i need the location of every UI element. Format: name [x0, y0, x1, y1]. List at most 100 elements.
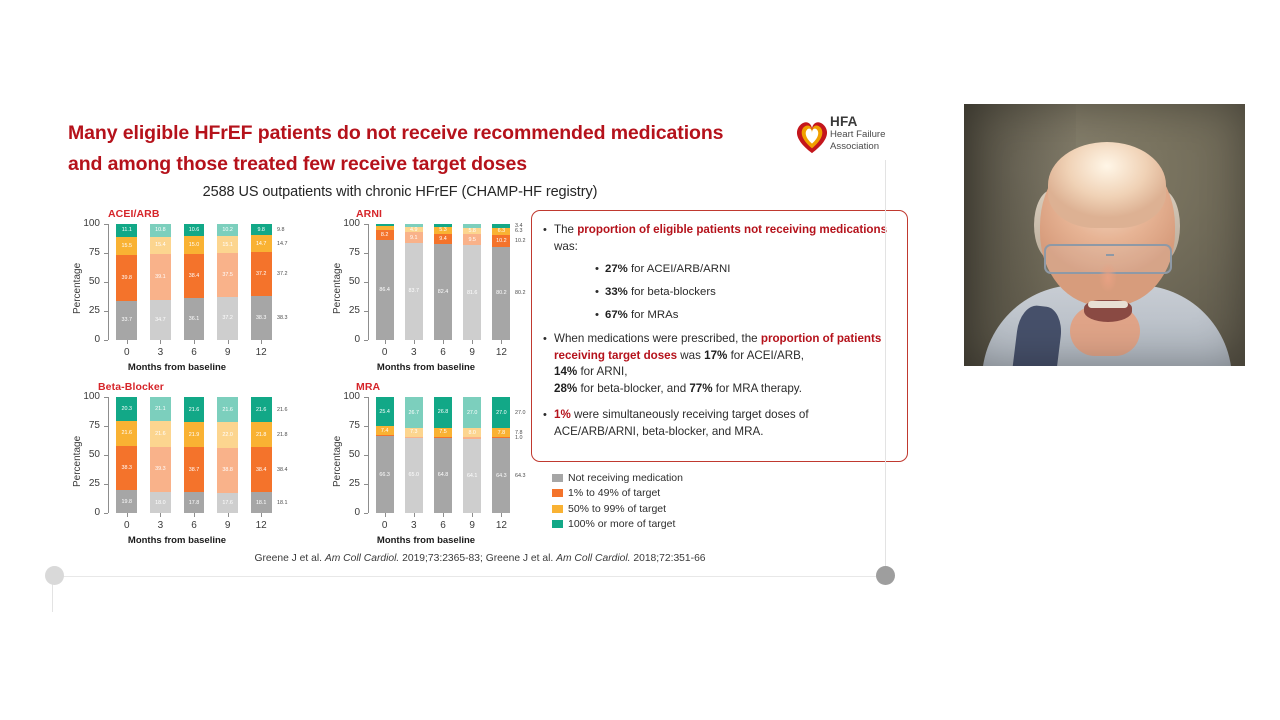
bar-highlight-overlay: [463, 224, 482, 340]
x-tick-mark: [413, 513, 415, 517]
x-tick-mra-9: 9: [469, 520, 475, 531]
chart-title-mra: MRA: [356, 381, 381, 393]
bar-value-label: 37.2: [255, 270, 267, 277]
bar-value-label: 21.6: [255, 406, 267, 413]
chart-legend: Not receiving medication 1% to 49% of ta…: [552, 470, 683, 532]
bar-mra-0: 66.3 7.4 25.4: [375, 397, 394, 513]
y-tick-mark: [364, 224, 368, 225]
bar-segment: [375, 224, 394, 226]
bar-outside-value-label: 10.2: [515, 238, 526, 245]
bar-segment: [116, 397, 138, 421]
callout-sub-bullet-0: • 27% for ACEI/ARB/ARNI: [595, 261, 894, 277]
bar-value-label: 10.2: [222, 226, 233, 233]
bar-acei-arb-9: 37.2 37.5 15.1 10.2: [217, 224, 238, 340]
y-tick-beta-blocker-0: 0: [94, 507, 100, 518]
bar-mra-9: 64.1 8.0 27.0: [463, 396, 482, 513]
bar-segment: [492, 438, 511, 513]
citation-part2: 2019;73:2365-83; Greene J et al.: [399, 553, 557, 564]
callout-sub-bullet-2: • 67% for MRAs: [595, 307, 894, 323]
chart-title-beta-blocker: Beta-Blocker: [98, 381, 164, 393]
plot-area-beta-blocker: [108, 397, 276, 513]
bar-acei-arb-0: 33.7 39.8 15.5 11.1: [116, 223, 138, 340]
speaker-forehead: [1048, 142, 1166, 228]
hfa-logo-sub1: Heart Failure: [830, 129, 886, 140]
bar-outside-value-label: 7.8: [515, 429, 523, 436]
legend-item: 1% to 49% of target: [552, 486, 683, 502]
bar-value-label: 38.3: [121, 464, 133, 471]
bar-segment: [250, 235, 272, 253]
bar-outside-value-label: 3.4: [515, 222, 523, 229]
legend-label: 50% to 99% of target: [568, 502, 667, 515]
video-vignette: [964, 104, 1245, 366]
bar-segment: [492, 246, 511, 340]
bar-segment: [183, 298, 205, 340]
bar-segment: [183, 492, 205, 513]
bar-arni-12: 80.2 10.2 6.3: [492, 223, 511, 340]
bar-value-label: 18.0: [155, 499, 166, 506]
bar-value-label: 37.2: [222, 315, 233, 322]
bar-value-label: 14.7: [255, 240, 267, 247]
bar-segment: [433, 396, 453, 428]
bar-value-label: 66.3: [379, 471, 390, 478]
y-tick-mra-100: 100: [343, 391, 360, 402]
x-tick-mark: [227, 340, 229, 344]
bar-segment: [217, 224, 238, 236]
y-tick-mark: [364, 426, 368, 427]
callout-sub-bullets: • 27% for ACEI/ARB/ARNI • 33% for beta-b…: [543, 261, 894, 323]
resize-handle-right[interactable]: [876, 566, 895, 585]
resize-handle-left[interactable]: [45, 566, 64, 585]
speaker-video-panel[interactable]: [964, 104, 1245, 366]
slide-guide-vertical-left: [52, 580, 53, 612]
bar-value-label: 21.6: [188, 406, 200, 413]
bar-value-label: 8.0: [468, 429, 476, 436]
citation-journal1: Am Coll Cardiol.: [324, 553, 400, 564]
bar-segment: [149, 421, 171, 447]
chart-beta-blocker: Beta-Blocker Percentage 0 25 50 75 100 19.8 38.3…: [66, 379, 288, 549]
bar-value-label: 22.0: [222, 431, 233, 438]
slide-title-line1: Many eligible HFrEF patients do not rece…: [68, 122, 724, 144]
x-tick-mark: [384, 513, 386, 517]
bar-value-label: 34.7: [155, 316, 166, 323]
bar-value-label: 7.3: [410, 429, 418, 436]
bar-mra-3: 65.0 7.3 26.7: [404, 397, 423, 513]
bar-value-label: 6.3: [497, 228, 506, 235]
bar-segment: [463, 245, 482, 340]
bar-segment: [149, 224, 171, 237]
bar-segment: [433, 244, 453, 340]
bar-value-label: 80.2: [496, 290, 507, 297]
bar-segment: [116, 254, 138, 301]
x-tick-mra-3: 3: [411, 520, 417, 531]
y-tick-mark: [364, 311, 368, 312]
chart-title-arni: ARNI: [356, 208, 383, 220]
bar-segment: [375, 397, 394, 427]
y-tick-mra-50: 50: [348, 449, 360, 460]
bar-segment: [404, 224, 423, 227]
x-tick-arni-3: 3: [411, 347, 417, 358]
sub-bullet-value: 27%: [605, 263, 628, 275]
bar-beta-blocker-3: 18.0 39.3 21.6 21.1: [149, 397, 171, 513]
bar-outside-value-label: 38.3: [277, 314, 288, 321]
bar-highlight-overlay: [149, 397, 171, 513]
bar-beta-blocker-6: 17.8 38.7 21.9 21.6: [183, 397, 205, 513]
bar-segment: [433, 427, 453, 437]
y-tick-acei-arb-75: 75: [88, 247, 100, 258]
sub-bullet-value: 33%: [605, 286, 628, 298]
bar-outside-value-label: 6.3: [515, 228, 523, 235]
callout-b2-highlight: proportion of patients receiving target …: [554, 332, 882, 362]
callout-b2-v4: 77%: [689, 381, 713, 395]
y-tick-mark: [104, 311, 108, 312]
bar-value-label: 38.4: [255, 466, 267, 473]
bar-value-label: 21.9: [188, 431, 200, 438]
x-tick-beta-blocker-6: 6: [191, 520, 197, 531]
bar-value-label: 15.5: [121, 242, 133, 249]
callout-b2-mid2: for ACEI/ARB,: [727, 348, 805, 362]
legend-label: 100% or more of target: [568, 518, 676, 531]
bar-value-label: 9.5: [468, 236, 476, 243]
x-axis-label-beta-blocker: Months from baseline: [127, 535, 227, 546]
bar-value-label: 18.1: [255, 499, 267, 506]
x-tick-acei-arb-9: 9: [224, 347, 231, 358]
y-tick-beta-blocker-100: 100: [83, 391, 100, 402]
chart-acei-arb: ACEI/ARB Percentage 0 25 50 75 100 33.7 39.8 15.5…: [66, 206, 288, 376]
bar-value-label: 33.7: [121, 317, 133, 324]
